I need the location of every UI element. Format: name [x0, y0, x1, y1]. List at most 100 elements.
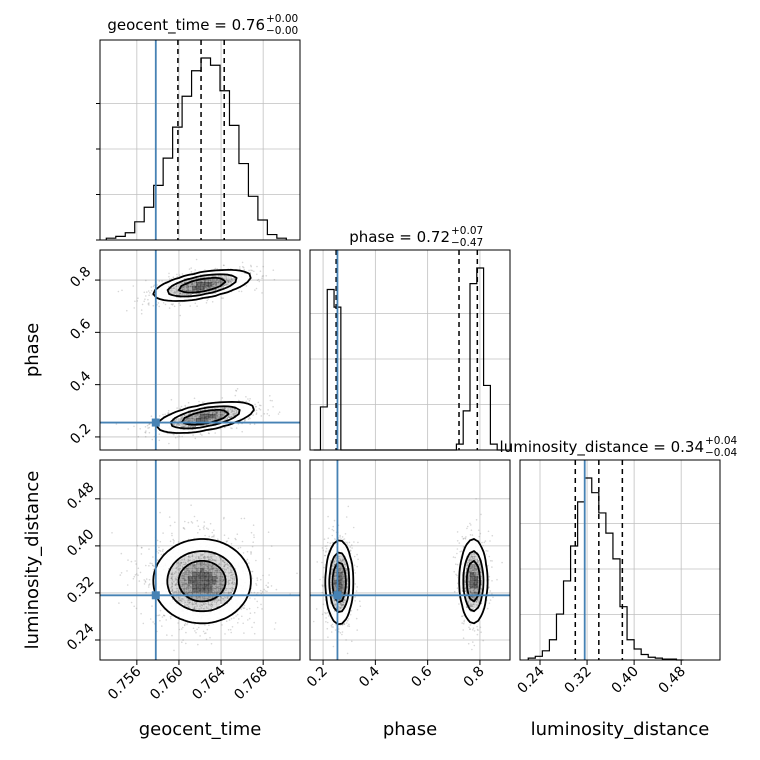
- sample-point: [227, 281, 230, 284]
- sample-point: [220, 583, 223, 586]
- joint-geocent_time-phase: [100, 250, 300, 450]
- density-cell: [240, 592, 245, 597]
- sample-point: [216, 411, 218, 414]
- density-cell: [204, 596, 209, 601]
- density-cell: [164, 290, 169, 295]
- sample-point: [342, 581, 345, 583]
- sample-point: [468, 559, 471, 561]
- sample-point: [353, 541, 355, 543]
- sample-point: [472, 641, 474, 643]
- density-cell: [212, 592, 217, 597]
- sample-point: [253, 423, 256, 426]
- sample-point: [221, 578, 223, 580]
- sample-point: [133, 605, 135, 608]
- sample-point: [338, 557, 340, 560]
- sample-point: [209, 418, 211, 421]
- sample-point: [184, 601, 187, 604]
- sample-point: [223, 284, 226, 286]
- sample-point: [190, 585, 192, 588]
- sample-point: [340, 559, 342, 561]
- sample-point: [475, 519, 478, 521]
- sample-point: [352, 526, 355, 529]
- sample-point: [206, 412, 209, 415]
- sample-point: [135, 573, 138, 575]
- density-cell: [208, 422, 213, 427]
- density-cell: [216, 584, 221, 589]
- sample-point: [185, 572, 187, 575]
- sample-point: [167, 412, 169, 414]
- sample-point: [186, 569, 188, 571]
- density-cell: [176, 278, 181, 283]
- sample-point: [186, 418, 188, 421]
- density-cell: [164, 426, 169, 431]
- contour-line: [177, 560, 227, 603]
- density-cell: [200, 576, 205, 581]
- sample-point: [216, 416, 219, 418]
- sample-point: [188, 584, 191, 587]
- sample-point: [230, 591, 233, 594]
- sample-point: [226, 597, 229, 599]
- sample-point: [181, 283, 183, 285]
- sample-point: [237, 399, 240, 402]
- sample-point: [489, 599, 492, 601]
- sample-point: [193, 564, 196, 567]
- sample-point: [479, 626, 482, 629]
- sample-point: [470, 596, 473, 598]
- sample-point: [188, 591, 191, 594]
- density-cell: [192, 616, 197, 621]
- sample-point: [198, 415, 201, 418]
- sample-point: [197, 532, 199, 534]
- sample-point: [178, 569, 181, 571]
- sample-point: [209, 568, 211, 571]
- sample-point: [181, 565, 184, 568]
- sample-point: [162, 413, 164, 416]
- sample-point: [277, 413, 280, 415]
- density-cell: [224, 560, 229, 565]
- sample-point: [151, 438, 154, 441]
- sample-point: [456, 531, 459, 533]
- sample-point: [213, 593, 215, 595]
- density-cell: [228, 274, 233, 279]
- sample-point: [176, 292, 179, 294]
- sample-point: [296, 572, 298, 575]
- sample-point: [216, 586, 218, 589]
- sample-point: [223, 408, 226, 410]
- sample-point: [156, 539, 159, 542]
- sample-point: [204, 557, 206, 560]
- density-cell: [192, 584, 197, 589]
- sample-point: [473, 552, 476, 555]
- density-cell: [164, 560, 169, 565]
- sample-point: [331, 534, 334, 537]
- sample-point: [231, 410, 234, 413]
- sample-point: [180, 628, 183, 630]
- sample-point: [473, 574, 476, 577]
- sample-point: [170, 577, 173, 579]
- sample-point: [316, 561, 319, 563]
- truth-marker: [151, 418, 160, 427]
- sample-point: [342, 588, 345, 591]
- sample-point: [172, 276, 174, 279]
- sample-point: [230, 571, 232, 574]
- sample-point: [223, 569, 226, 571]
- sample-point: [217, 538, 219, 540]
- sample-point: [339, 570, 341, 572]
- density-cell: [176, 592, 181, 597]
- sample-point: [342, 580, 345, 583]
- sample-point: [474, 591, 476, 593]
- sample-point: [330, 631, 333, 633]
- sample-point: [236, 388, 239, 390]
- density-cell: [334, 568, 339, 573]
- density-cell: [224, 544, 229, 549]
- sample-point: [461, 615, 463, 618]
- sample-point: [214, 418, 217, 421]
- density-cell: [164, 282, 169, 287]
- sample-point: [233, 573, 235, 576]
- sample-point: [227, 581, 230, 583]
- sample-point: [464, 587, 467, 590]
- sample-point: [148, 583, 151, 585]
- sample-point: [231, 573, 233, 576]
- density-cell: [168, 426, 173, 431]
- sample-point: [138, 580, 141, 582]
- sample-point: [468, 575, 470, 577]
- sample-point: [319, 578, 321, 581]
